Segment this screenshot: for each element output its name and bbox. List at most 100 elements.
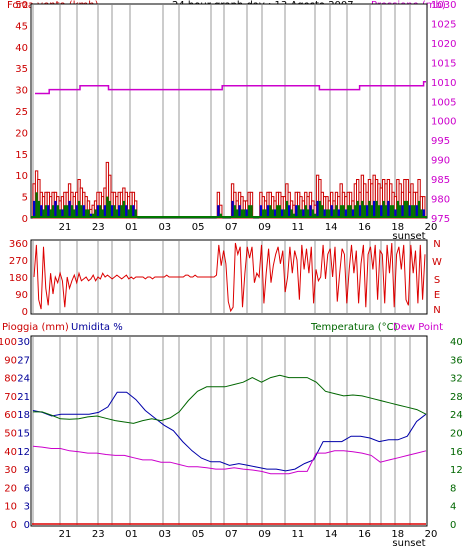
wind-average-bar bbox=[292, 213, 296, 218]
wind-average-bar bbox=[297, 205, 300, 218]
wind-average-bar bbox=[302, 209, 305, 218]
wind-average-bar bbox=[127, 209, 130, 218]
humidity-y-tick-label: 3 bbox=[24, 502, 30, 513]
humidity-y-tick-label: 15 bbox=[17, 429, 30, 440]
wind-average-bar bbox=[236, 209, 239, 218]
wind-y-tick-label: 45 bbox=[15, 21, 28, 32]
wind-average-bar bbox=[347, 205, 350, 218]
wind-average-bar bbox=[49, 209, 52, 218]
wind-average-bar bbox=[75, 205, 78, 218]
wind-average-bar bbox=[35, 192, 38, 218]
wind-average-bar bbox=[106, 196, 109, 218]
wind-average-bar bbox=[82, 205, 85, 218]
wind-average-bar bbox=[103, 205, 107, 218]
wind-average-bar bbox=[413, 205, 416, 218]
wind-average-bar bbox=[389, 205, 392, 218]
wind-y-tick-label: 30 bbox=[15, 86, 28, 97]
dewpoint-line bbox=[32, 445, 427, 475]
humidity-y-tick-label: 24 bbox=[17, 374, 30, 385]
wind-y-tick-label: 0 bbox=[22, 214, 28, 225]
pressure-y-tick-label: 1010 bbox=[431, 78, 456, 89]
wind-average-bar bbox=[399, 205, 402, 218]
wind-average-bar bbox=[415, 205, 418, 218]
wind-average-bar bbox=[73, 209, 76, 218]
rain-y-tick-label: 20 bbox=[4, 483, 17, 494]
wind-y-tick-label: 15 bbox=[15, 150, 28, 161]
wind-average-bar bbox=[370, 205, 374, 218]
pressure-y-tick-label: 985 bbox=[431, 175, 450, 186]
wind-panel-x-tick-label: 23 bbox=[92, 222, 105, 233]
pressure-y-tick-label: 995 bbox=[431, 136, 450, 147]
wind-average-bar bbox=[401, 205, 404, 218]
rain-y-tick-label: 80 bbox=[4, 374, 17, 385]
wind-average-bar bbox=[264, 209, 267, 218]
wind-panel-x-tick-label: 20 bbox=[425, 222, 438, 233]
wind-panel-frame bbox=[30, 3, 428, 219]
wind-average-bar bbox=[314, 213, 317, 218]
temp-y-tick-label: 0 bbox=[450, 520, 456, 531]
temperature-line bbox=[33, 374, 427, 424]
direction-compass-label: N bbox=[433, 305, 440, 316]
pressure-y-tick-label: 1020 bbox=[431, 39, 456, 50]
rain-y-tick-label: 90 bbox=[4, 355, 17, 366]
humidity-y-tick-label: 6 bbox=[24, 483, 30, 494]
wind-average-bar bbox=[406, 200, 409, 218]
wind-average-bar bbox=[285, 200, 289, 218]
direction-compass-label: S bbox=[434, 275, 440, 286]
temp-panel-frame bbox=[30, 335, 428, 527]
humidity-y-tick-label: 0 bbox=[24, 520, 30, 531]
wind-y-tick-label: 25 bbox=[15, 107, 28, 118]
temp-y-tick-label: 36 bbox=[450, 355, 463, 366]
wind-average-bar bbox=[321, 205, 324, 218]
wind-average-bar bbox=[113, 205, 116, 218]
wind-average-bar bbox=[278, 205, 281, 218]
wind-average-bar bbox=[295, 205, 298, 218]
wind-average-bar bbox=[408, 205, 411, 218]
wind-average-bar bbox=[125, 205, 128, 218]
wind-average-bar bbox=[56, 205, 59, 218]
wind-average-bar bbox=[231, 200, 234, 218]
wind-average-bar bbox=[101, 209, 104, 218]
wind-average-bar bbox=[33, 200, 36, 218]
rain-y-tick-label: 0 bbox=[11, 520, 17, 531]
wind-average-bar bbox=[77, 200, 81, 218]
wind-average-bar bbox=[245, 209, 248, 218]
temp-y-tick-label: 28 bbox=[450, 392, 463, 403]
wind-average-bar bbox=[394, 209, 397, 218]
wind-average-bar bbox=[70, 205, 74, 218]
wind-average-bar bbox=[417, 200, 421, 218]
temp-y-tick-label: 12 bbox=[450, 465, 463, 476]
wind-average-bar bbox=[44, 205, 48, 218]
wind-average-bar bbox=[328, 209, 331, 218]
wind-average-bar bbox=[47, 205, 50, 218]
wind-average-bar bbox=[134, 209, 137, 218]
wind-average-bar bbox=[382, 200, 385, 218]
wind-average-bar bbox=[80, 205, 83, 218]
direction-compass-label: W bbox=[432, 257, 442, 268]
wind-average-bar bbox=[373, 200, 376, 218]
wind-average-bar bbox=[87, 209, 90, 218]
wind-average-bar bbox=[396, 200, 400, 218]
wind-average-bar bbox=[309, 205, 312, 218]
sunset-label-bottom: sunset bbox=[392, 538, 425, 549]
pressure-y-tick-label: 1005 bbox=[431, 97, 456, 108]
wind-average-bar bbox=[262, 209, 265, 218]
wind-panel-x-tick-label: 01 bbox=[125, 222, 138, 233]
wind-panel-x-tick-label: 07 bbox=[225, 222, 238, 233]
temp-y-tick-label: 24 bbox=[450, 410, 463, 421]
wind-average-bar bbox=[122, 200, 126, 218]
temp-panel-x-tick-label: 21 bbox=[59, 529, 72, 540]
wind-average-bar bbox=[384, 205, 388, 218]
pressure-y-tick-label: 1015 bbox=[431, 58, 456, 69]
temp-y-tick-label: 40 bbox=[450, 337, 463, 348]
wind-y-tick-label: 40 bbox=[15, 43, 28, 54]
humidity-y-tick-label: 18 bbox=[17, 410, 30, 421]
direction-y-tick-label: 270 bbox=[9, 256, 28, 267]
humidity-line bbox=[32, 391, 427, 472]
wind-average-bar bbox=[219, 213, 222, 218]
wind-average-bar bbox=[344, 209, 348, 218]
wind-average-bar bbox=[68, 200, 71, 218]
wind-average-bar bbox=[304, 205, 307, 218]
